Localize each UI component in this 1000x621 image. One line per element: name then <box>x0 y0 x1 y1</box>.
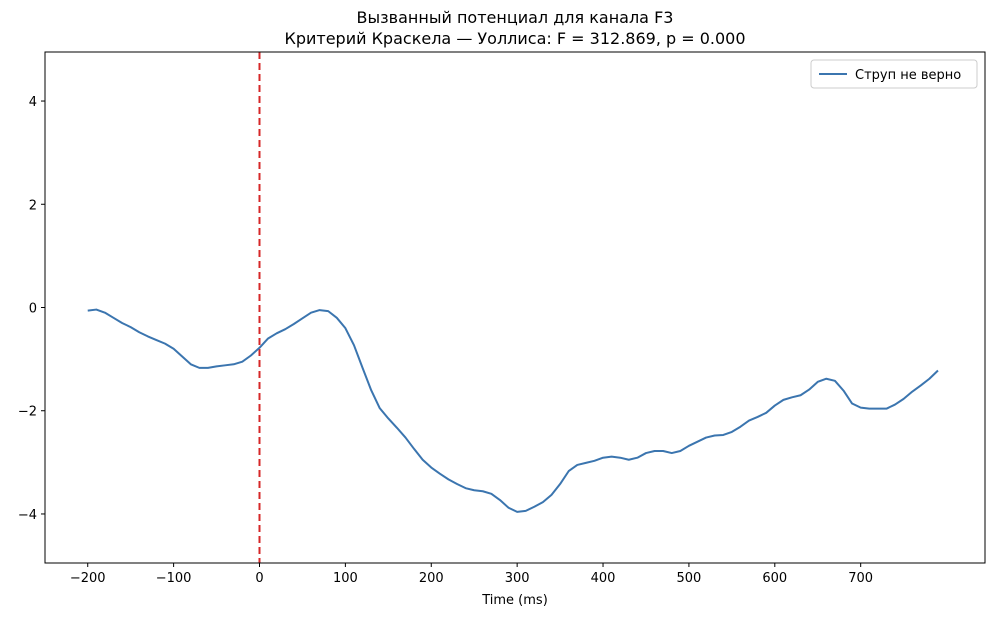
y-tick-label: 2 <box>29 198 37 213</box>
x-tick-label: −100 <box>156 571 192 586</box>
x-tick-label: 0 <box>255 571 263 586</box>
x-tick-label: 500 <box>677 571 702 586</box>
chart-subtitle: Критерий Краскела — Уоллиса: F = 312.869… <box>284 29 745 48</box>
legend-label: Струп не верно <box>855 68 961 83</box>
x-tick-label: 200 <box>419 571 444 586</box>
x-tick-label: −200 <box>70 571 106 586</box>
y-tick-label: 4 <box>29 95 37 110</box>
legend-box <box>810 59 978 89</box>
x-axis-label: Time (ms) <box>481 593 548 608</box>
x-tick-label: 600 <box>762 571 787 586</box>
x-tick-label: 300 <box>505 571 530 586</box>
y-tick-label: 0 <box>29 302 37 317</box>
y-tick-label: −2 <box>18 405 37 420</box>
x-tick-label: 400 <box>591 571 616 586</box>
line-series <box>87 308 939 513</box>
plot-frame <box>44 51 986 564</box>
chart-title: Вызванный потенциал для канала F3 <box>357 8 674 27</box>
y-tick-label: −4 <box>18 508 37 523</box>
x-tick-label: 700 <box>848 571 873 586</box>
x-tick-label: 100 <box>333 571 358 586</box>
